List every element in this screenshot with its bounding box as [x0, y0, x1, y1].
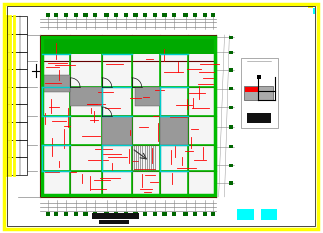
Bar — [247, 113, 271, 123]
Bar — [99, 220, 129, 224]
Bar — [7, 104, 27, 122]
Bar — [183, 212, 188, 216]
Bar — [104, 212, 109, 216]
Bar — [229, 145, 233, 148]
Bar — [74, 13, 78, 17]
Bar — [183, 13, 188, 17]
Bar — [143, 13, 147, 17]
Bar — [193, 13, 197, 17]
Bar — [92, 213, 139, 219]
Bar — [114, 13, 118, 17]
Bar — [193, 212, 197, 216]
Bar — [133, 13, 138, 17]
Bar — [229, 106, 233, 109]
Bar — [229, 68, 233, 72]
Bar — [124, 13, 128, 17]
Bar — [229, 164, 233, 167]
Bar — [124, 212, 128, 216]
Bar — [203, 13, 207, 17]
Bar — [211, 13, 215, 17]
Bar — [7, 69, 27, 87]
Bar — [93, 13, 97, 17]
Bar — [104, 13, 109, 17]
Bar — [135, 87, 160, 106]
Bar — [7, 34, 27, 51]
Bar — [46, 13, 50, 17]
Bar — [54, 13, 58, 17]
Bar — [229, 51, 233, 54]
Bar — [245, 87, 258, 92]
Bar — [211, 212, 215, 216]
Bar — [133, 212, 138, 216]
Bar — [93, 212, 97, 216]
Bar — [64, 13, 68, 17]
Bar — [7, 87, 27, 104]
Bar — [261, 209, 277, 220]
Bar — [42, 75, 70, 92]
Bar — [7, 140, 27, 157]
Bar — [229, 181, 233, 185]
Bar — [114, 212, 118, 216]
Bar — [54, 212, 58, 216]
Bar — [102, 116, 132, 145]
Bar — [70, 87, 102, 106]
Bar — [7, 122, 27, 140]
Bar — [172, 13, 176, 17]
Bar — [237, 209, 254, 220]
Bar — [40, 35, 216, 197]
Bar — [162, 212, 167, 216]
Bar — [257, 75, 261, 79]
Bar — [241, 58, 278, 128]
Bar — [229, 87, 233, 90]
Bar — [74, 212, 78, 216]
Bar — [172, 212, 176, 216]
Bar — [7, 51, 27, 69]
Bar — [7, 157, 27, 175]
Bar — [42, 37, 215, 195]
Bar — [153, 13, 157, 17]
Bar — [83, 13, 88, 17]
Bar — [162, 13, 167, 17]
Bar — [244, 86, 273, 100]
Bar — [64, 212, 68, 216]
Bar — [229, 36, 233, 39]
Bar — [7, 16, 27, 34]
Bar — [46, 212, 50, 216]
Bar — [313, 8, 315, 14]
Bar — [229, 125, 233, 129]
Bar — [308, 3, 313, 8]
Bar — [83, 212, 88, 216]
Bar — [153, 212, 157, 216]
Bar — [203, 212, 207, 216]
Bar — [42, 37, 215, 54]
Bar — [143, 212, 147, 216]
Bar — [160, 116, 188, 145]
